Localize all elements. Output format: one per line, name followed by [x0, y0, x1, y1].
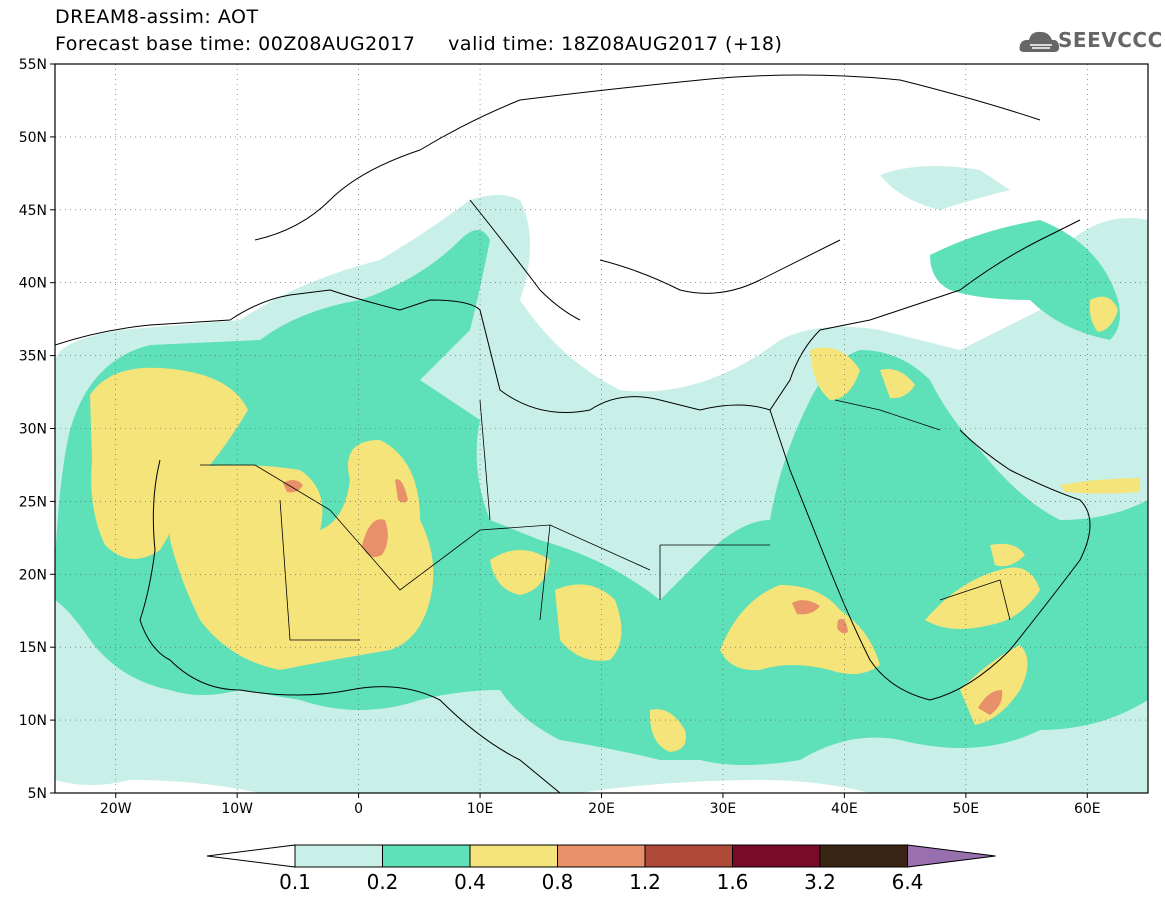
cloud-logo-icon [1019, 31, 1060, 52]
lat-label: 45N [19, 203, 47, 219]
colorbar-swatch [732, 844, 821, 868]
lon-label: 10E [467, 801, 494, 817]
colorbar-level-label: 0.4 [454, 870, 486, 894]
lon-label: 20E [588, 801, 615, 817]
lon-label: 40E [831, 801, 858, 817]
coastlines [55, 74, 1091, 793]
colorbar-level-label: 1.6 [716, 870, 749, 894]
lat-label: 40N [19, 276, 47, 292]
lat-label: 55N [19, 57, 47, 73]
graticule [55, 64, 1148, 793]
colorbar-swatch [644, 844, 733, 868]
forecast-time-label: Forecast base time: 00Z08AUG2017 valid t… [55, 33, 783, 55]
colorbar-level-label: 1.2 [629, 870, 661, 894]
colorbar-arrow-high [907, 844, 996, 868]
lat-label: 20N [19, 567, 47, 583]
colorbar-swatch [382, 844, 471, 868]
colorbar-swatch [469, 844, 558, 868]
lat-label: 35N [19, 349, 47, 365]
colorbar-level-label: 6.4 [891, 870, 924, 894]
lon-label: 10W [221, 801, 253, 817]
lat-label: 25N [19, 494, 47, 510]
lon-label: 60E [1074, 801, 1101, 817]
logo-text: SEEVCCC [1058, 28, 1163, 52]
aot-level-0.4 [90, 296, 1140, 752]
lon-label: 0 [354, 801, 363, 817]
colorbar-swatch [557, 844, 646, 868]
lon-label: 30E [710, 801, 737, 817]
colorbar-swatch [294, 844, 383, 868]
lon-label: 50E [952, 801, 979, 817]
map-title: DREAM8-assim: AOT [55, 6, 259, 28]
lon-label: 20W [100, 801, 132, 817]
lat-label: 50N [19, 130, 47, 146]
colorbar-arrow-low [206, 844, 296, 868]
colorbar-level-label: 0.8 [541, 870, 574, 894]
country-borders [200, 399, 1011, 641]
aot-level-0.8 [283, 479, 1003, 715]
axis-labels: 20W 10W 0 10E 20E 30E 40E 50E 60E 55N 50N 45N 40N 35N… [19, 57, 1101, 817]
colorbar-swatch [819, 844, 908, 868]
colorbar-level-label: 0.1 [279, 870, 311, 894]
lat-label: 10N [19, 713, 47, 729]
colorbar-level-label: 0.2 [366, 870, 399, 894]
lat-label: 15N [19, 640, 47, 656]
colorbar-level-label: 3.2 [804, 870, 836, 894]
lat-label: 5N [28, 786, 47, 802]
lat-label: 30N [19, 422, 47, 438]
